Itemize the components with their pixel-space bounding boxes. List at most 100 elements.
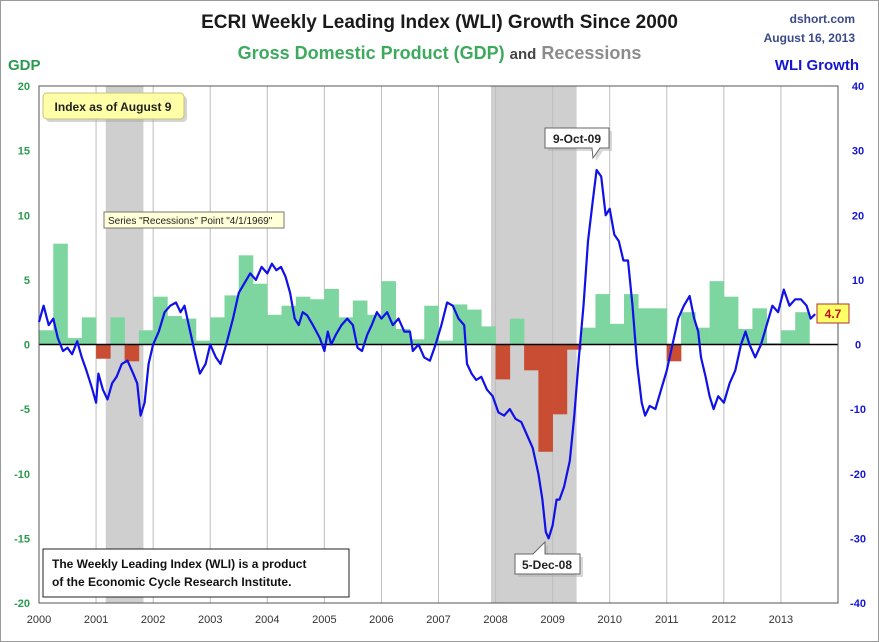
- subtitle-recessions: Recessions: [541, 43, 642, 63]
- info-line-2: of the Economic Cycle Research Institute…: [52, 575, 291, 589]
- x-tick-label: 2008: [483, 614, 507, 626]
- trough-label: 5-Dec-08: [522, 558, 572, 572]
- gdp-bar: [81, 317, 97, 345]
- x-tick-label: 2012: [712, 614, 736, 626]
- wli-line: [37, 168, 816, 540]
- gdp-bar: [681, 312, 696, 345]
- left-tick-label: 10: [18, 210, 30, 222]
- info-box: The Weekly Leading Index (WLI) is a prod…: [42, 548, 350, 598]
- date-label: August 16, 2013: [763, 31, 855, 45]
- gdp-bar: [538, 344, 553, 452]
- gdp-bar: [138, 330, 154, 345]
- gdp-bar: [566, 344, 582, 350]
- gdp-bar: [795, 312, 810, 345]
- x-tick-label: 2003: [198, 614, 222, 626]
- gdp-bar: [310, 299, 325, 345]
- gdp-bar: [581, 327, 596, 345]
- index-note-text: Index as of August 9: [55, 100, 172, 114]
- peak-label: 9-Oct-09: [553, 132, 601, 146]
- x-tick-label: 2005: [312, 614, 336, 626]
- series-tooltip-text: Series "Recessions" Point "4/1/1969": [108, 216, 273, 227]
- x-tick-label: 2009: [540, 614, 564, 626]
- gdp-bar: [481, 326, 496, 345]
- trough-callout: 5-Dec-08: [514, 540, 583, 577]
- info-line-1: The Weekly Leading Index (WLI) is a prod…: [52, 557, 306, 571]
- gdp-bar: [39, 330, 54, 345]
- peak-callout: 9-Oct-09: [544, 127, 612, 161]
- right-tick-label: -20: [850, 469, 866, 481]
- right-tick-label: -10: [850, 404, 866, 416]
- index-note: Index as of August 9: [42, 92, 187, 122]
- right-tick-label: 40: [852, 81, 864, 93]
- gdp-bar: [281, 305, 297, 345]
- last-value-text: 4.7: [825, 307, 842, 321]
- x-tick-label: 2006: [369, 614, 393, 626]
- gdp-bar: [509, 318, 525, 345]
- x-tick-label: 2011: [655, 614, 679, 626]
- gdp-bar: [552, 344, 568, 415]
- x-tick-label: 2010: [597, 614, 621, 626]
- gdp-bar: [752, 308, 767, 345]
- right-tick-label: -30: [850, 533, 866, 545]
- gdp-bar: [238, 255, 254, 345]
- x-tick-label: 2000: [27, 614, 51, 626]
- gdp-bar: [195, 340, 211, 345]
- chart-title: ECRI Weekly Leading Index (WLI) Growth S…: [201, 12, 678, 33]
- x-tick-label: 2004: [255, 614, 279, 626]
- gdp-bar: [267, 314, 282, 345]
- x-tick-label: 2007: [426, 614, 450, 626]
- gdp-bar: [467, 309, 482, 345]
- subtitle-gdp: Gross Domestic Product (GDP): [237, 43, 505, 63]
- gdp-bar: [609, 323, 625, 345]
- gdp-bar: [53, 243, 68, 345]
- gdp-bar: [709, 281, 725, 345]
- gdp-bar: [352, 300, 368, 345]
- left-tick-label: 20: [18, 81, 30, 93]
- gdp-bar: [495, 344, 511, 380]
- left-axis-label: GDP: [8, 57, 41, 74]
- gdp-bar: [367, 314, 382, 345]
- gdp-bar: [253, 283, 268, 345]
- x-tick-label: 2013: [769, 614, 793, 626]
- right-tick-label: 10: [852, 275, 864, 287]
- last-value-badge: 4.7: [816, 303, 850, 324]
- gdp-bar: [124, 344, 140, 362]
- gdp-bar: [524, 344, 539, 371]
- gdp-bar: [295, 296, 311, 345]
- gdp-bar: [638, 308, 653, 345]
- gdp-bar: [652, 308, 668, 345]
- gdp-bar: [153, 296, 168, 345]
- right-tick-label: 30: [852, 146, 864, 158]
- subtitle-and: and: [509, 46, 537, 63]
- gdp-bar: [96, 344, 111, 359]
- gdp-bar: [67, 338, 83, 345]
- gdp-bar: [167, 316, 182, 345]
- plot-border: [38, 85, 839, 604]
- left-tick-label: 5: [24, 275, 30, 287]
- source-label: dshort.com: [789, 12, 855, 26]
- gdp-bar: [110, 317, 125, 345]
- gdp-bar: [395, 328, 411, 345]
- x-tick-label: 2001: [84, 614, 108, 626]
- right-tick-label: -40: [850, 598, 866, 610]
- x-tick-label: 2002: [141, 614, 165, 626]
- gdp-bar: [595, 294, 611, 345]
- left-tick-label: -20: [14, 598, 30, 610]
- series-tooltip: Series "Recessions" Point "4/1/1969": [103, 211, 285, 229]
- gdp-bar: [409, 339, 425, 345]
- gdp-bar: [780, 330, 796, 345]
- left-tick-label: 15: [18, 146, 30, 158]
- gdp-bar: [424, 305, 439, 345]
- chart-subtitle: Gross Domestic Product (GDP) and Recessi…: [0, 43, 879, 64]
- right-tick-label: 0: [855, 340, 861, 352]
- right-axis-label: WLI Growth: [774, 57, 859, 74]
- left-tick-label: -15: [14, 533, 30, 545]
- gdp-bar: [438, 340, 454, 345]
- gdp-bar: [210, 317, 225, 345]
- right-tick-label: 20: [852, 210, 864, 222]
- gdp-bar: [723, 296, 739, 345]
- left-tick-label: 0: [24, 340, 30, 352]
- left-tick-label: -10: [14, 469, 30, 481]
- left-tick-label: -5: [20, 404, 30, 416]
